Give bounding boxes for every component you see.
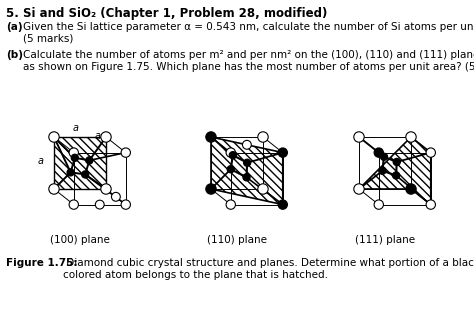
Circle shape (258, 184, 268, 194)
Text: (a): (a) (6, 22, 23, 32)
Text: Diamond cubic crystal structure and planes. Determine what portion of a black-
c: Diamond cubic crystal structure and plan… (63, 258, 474, 280)
Circle shape (426, 148, 436, 157)
Circle shape (406, 132, 416, 142)
Circle shape (380, 153, 388, 160)
Circle shape (101, 132, 111, 142)
Circle shape (121, 200, 130, 209)
Circle shape (244, 159, 251, 166)
Circle shape (374, 200, 383, 209)
Circle shape (278, 148, 287, 157)
Circle shape (82, 171, 89, 178)
Circle shape (258, 132, 268, 142)
Text: $a$: $a$ (94, 131, 101, 141)
Circle shape (49, 184, 59, 194)
Circle shape (226, 148, 236, 157)
Circle shape (206, 132, 216, 142)
Circle shape (278, 200, 287, 209)
Circle shape (69, 148, 78, 157)
Text: Given the Si lattice parameter α = 0.543 nm, calculate the number of Si atoms pe: Given the Si lattice parameter α = 0.543… (23, 22, 474, 44)
Polygon shape (54, 137, 106, 189)
Text: (b): (b) (6, 50, 23, 60)
Circle shape (86, 157, 93, 164)
Circle shape (206, 184, 216, 194)
Circle shape (243, 174, 250, 181)
Circle shape (392, 172, 400, 179)
Text: $a$: $a$ (73, 123, 80, 133)
Text: 5. Si and SiO₂ (Chapter 1, Problem 28, modified): 5. Si and SiO₂ (Chapter 1, Problem 28, m… (6, 7, 328, 20)
Circle shape (111, 193, 120, 201)
Circle shape (354, 184, 364, 194)
Circle shape (379, 167, 386, 175)
Circle shape (354, 132, 364, 142)
Circle shape (406, 184, 416, 194)
Circle shape (49, 132, 59, 142)
Circle shape (229, 151, 237, 159)
Circle shape (374, 148, 383, 157)
Text: $a$: $a$ (36, 156, 44, 166)
Circle shape (227, 166, 235, 173)
Text: (110) plane: (110) plane (207, 235, 267, 245)
Text: (100) plane: (100) plane (50, 235, 110, 245)
Circle shape (69, 200, 78, 209)
Circle shape (393, 158, 401, 166)
Circle shape (71, 154, 78, 161)
Text: Calculate the number of atoms per m² and per nm² on the (100), (110) and (111) p: Calculate the number of atoms per m² and… (23, 50, 474, 72)
Circle shape (121, 148, 130, 157)
Polygon shape (211, 137, 283, 205)
Circle shape (426, 200, 436, 209)
Circle shape (101, 184, 111, 194)
Circle shape (67, 169, 74, 176)
Circle shape (226, 200, 236, 209)
Text: (111) plane: (111) plane (355, 235, 415, 245)
Circle shape (243, 140, 251, 149)
Polygon shape (359, 137, 431, 205)
Circle shape (95, 200, 104, 209)
Text: Figure 1.75:: Figure 1.75: (6, 258, 78, 268)
